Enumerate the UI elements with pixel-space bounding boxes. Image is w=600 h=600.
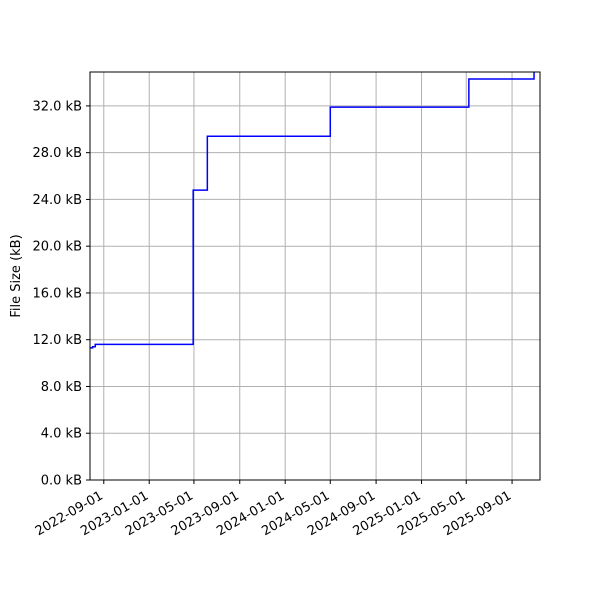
x-axis-ticks: 2022-09-012023-01-012023-05-012023-09-01… [33,480,514,539]
y-tick-label: 4.0 kB [41,427,82,442]
y-tick-label: 32.0 kB [32,99,82,114]
y-axis-ticks: 0.0 kB 4.0 kB 8.0 kB 12.0 kB 16.0 kB 20.0 kB 2… [32,99,90,489]
series-line [90,72,535,349]
grid [90,72,540,481]
plot-frame [89,71,541,481]
y-tick-label: 28.0 kB [32,146,82,161]
y-tick-label: 20.0 kB [32,240,82,255]
y-tick-label: 0.0 kB [41,474,82,489]
series-layer [90,72,535,349]
y-tick-label: 24.0 kB [32,193,82,208]
y-axis-label: File Size (kB) [9,234,24,317]
y-tick-label: 12.0 kB [32,333,82,348]
y-tick-label: 8.0 kB [41,380,82,395]
y-tick-label: 16.0 kB [32,286,82,301]
